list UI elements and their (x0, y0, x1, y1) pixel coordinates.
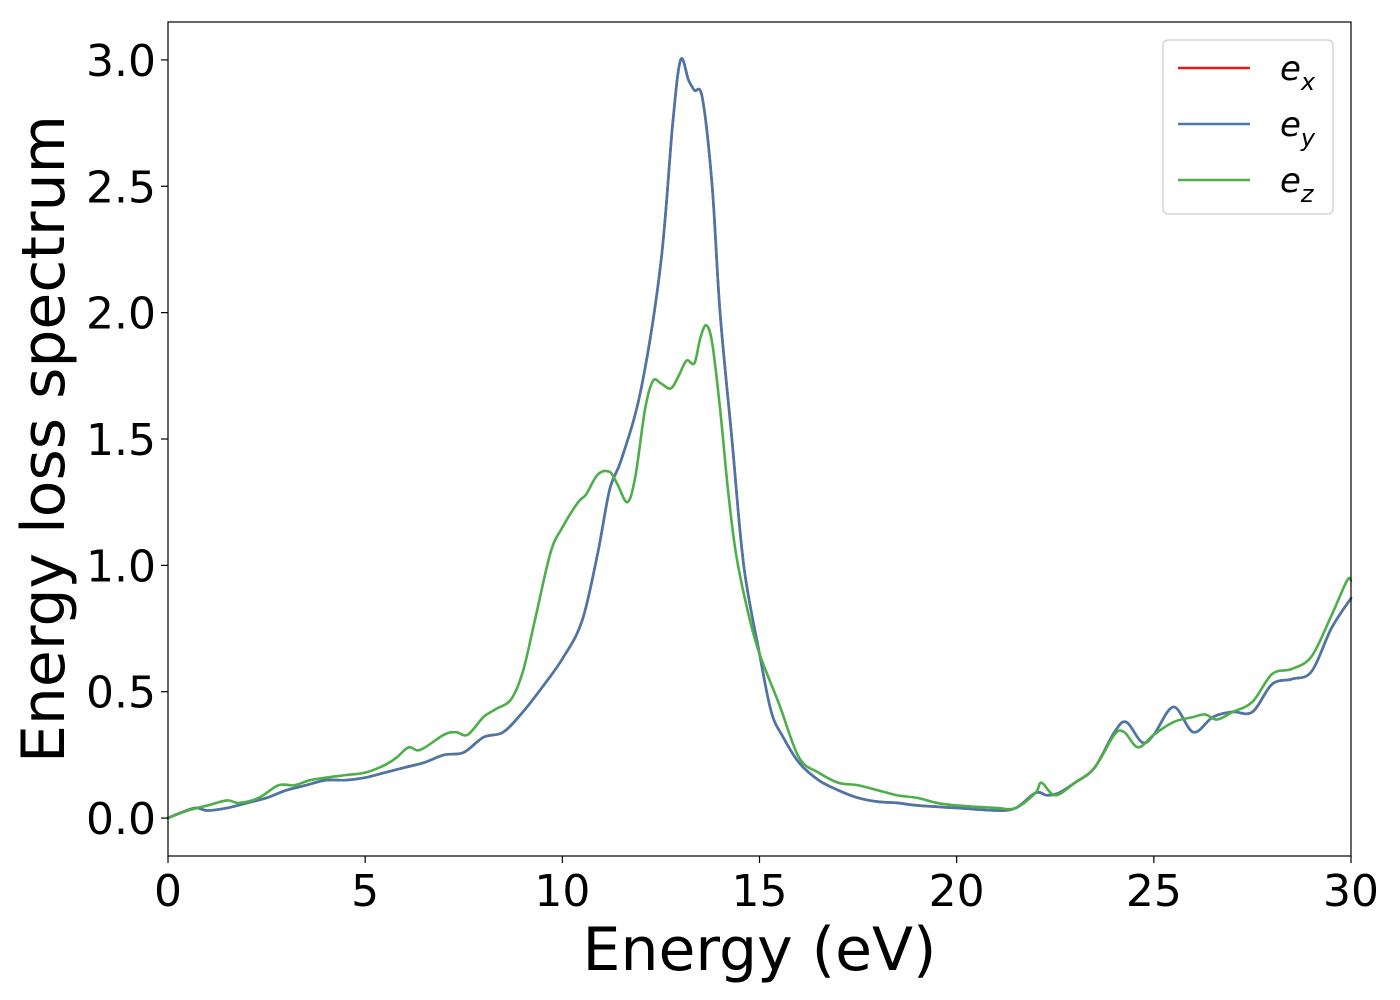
x-axis-title: Energy (eV) (583, 915, 937, 985)
x-tick-label: 25 (1126, 866, 1182, 917)
y-tick-label: 1.5 (86, 415, 156, 466)
y-axis-title: Energy loss spectrum (9, 115, 79, 763)
legend-label-base: e (1280, 161, 1301, 201)
x-tick-label: 5 (351, 866, 379, 917)
y-tick-label: 2.5 (86, 162, 156, 213)
y-axis-ticks: 0.0 0.5 1.0 1.5 2.0 2.5 3.0 (86, 36, 168, 845)
legend-label-base: e (1280, 49, 1301, 89)
legend-label-subscript: x (1300, 68, 1316, 96)
y-tick-label: 0.5 (86, 668, 156, 719)
y-tick-label: 0.0 (86, 794, 156, 845)
series-layer (166, 57, 1353, 820)
x-tick-label: 15 (732, 866, 788, 917)
legend-label-base: e (1280, 105, 1301, 145)
x-tick-label: 20 (929, 866, 985, 917)
y-tick-label: 1.0 (86, 541, 156, 592)
legend-box (1162, 39, 1334, 215)
x-axis-ticks: 0 5 10 15 20 25 30 (154, 856, 1379, 917)
plot-background (168, 22, 1351, 856)
legend-label-x: ex (1280, 49, 1316, 96)
legend-label-subscript: z (1300, 180, 1315, 208)
series-line-y (166, 57, 1353, 820)
y-tick-label: 2.0 (86, 289, 156, 340)
legend-label-z: ez (1280, 161, 1315, 208)
legend-label-y: ey (1280, 105, 1316, 152)
x-tick-label: 0 (154, 866, 182, 917)
legend-label-subscript: y (1300, 124, 1316, 152)
x-tick-label: 30 (1323, 866, 1379, 917)
series-line-z (166, 323, 1353, 820)
y-tick-label: 3.0 (86, 36, 156, 87)
x-tick-label: 10 (534, 866, 590, 917)
